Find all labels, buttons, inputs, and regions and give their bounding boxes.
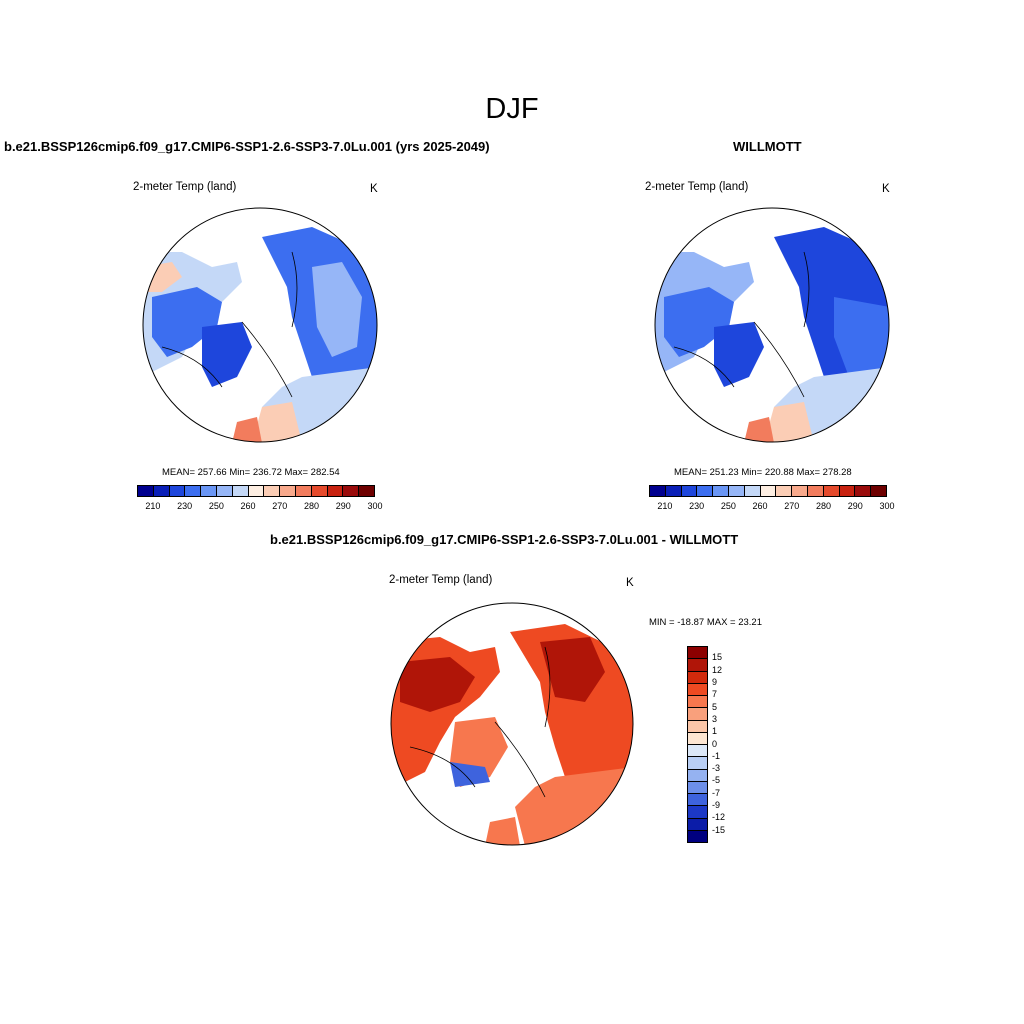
panel1-colorbar bbox=[137, 485, 375, 497]
colorbar-swatch bbox=[681, 486, 698, 496]
colorbar-tick-label: 300 bbox=[879, 501, 895, 511]
colorbar-swatch bbox=[264, 486, 281, 496]
colorbar-swatch bbox=[688, 732, 707, 745]
colorbar-swatch bbox=[744, 486, 761, 496]
colorbar-swatch bbox=[169, 486, 186, 496]
colorbar-tick-label: 12 bbox=[712, 664, 723, 675]
panel3-title: b.e21.BSSP126cmip6.f09_g17.CMIP6-SSP1-2.… bbox=[270, 532, 739, 547]
panel3-colorbar bbox=[687, 646, 708, 843]
colorbar-tick-label: -7 bbox=[712, 787, 721, 798]
colorbar-tick-label: 270 bbox=[784, 501, 800, 511]
main-title: DJF bbox=[485, 93, 539, 125]
colorbar-swatch bbox=[713, 486, 729, 496]
colorbar-swatch bbox=[823, 486, 840, 496]
colorbar-tick-label: 260 bbox=[240, 501, 256, 511]
colorbar-swatch bbox=[216, 486, 233, 496]
colorbar-swatch bbox=[201, 486, 217, 496]
colorbar-swatch bbox=[248, 486, 265, 496]
colorbar-tick-label: 290 bbox=[335, 501, 351, 511]
panel2-title: WILLMOTT bbox=[733, 139, 802, 154]
colorbar-tick-label: 250 bbox=[208, 501, 224, 511]
colorbar-swatch bbox=[280, 486, 296, 496]
colorbar-tick-label: 3 bbox=[712, 713, 718, 724]
colorbar-swatch bbox=[688, 794, 707, 807]
colorbar-tick-label: 300 bbox=[367, 501, 383, 511]
panel2-polar-map bbox=[654, 207, 890, 443]
colorbar-tick-label: 270 bbox=[272, 501, 288, 511]
panel2-stats: MEAN= 251.23 Min= 220.88 Max= 278.28 bbox=[674, 467, 852, 478]
colorbar-swatch bbox=[138, 486, 154, 496]
colorbar-tick-label: 280 bbox=[304, 501, 320, 511]
colorbar-tick-label: 260 bbox=[752, 501, 768, 511]
colorbar-swatch bbox=[807, 486, 824, 496]
colorbar-swatch bbox=[688, 647, 707, 660]
panel3-variable-label: 2-meter Temp (land) bbox=[389, 574, 493, 586]
colorbar-tick-label: -5 bbox=[712, 775, 721, 786]
colorbar-tick-label: 5 bbox=[712, 701, 718, 712]
colorbar-swatch bbox=[295, 486, 312, 496]
colorbar-swatch bbox=[343, 486, 360, 496]
colorbar-swatch bbox=[871, 486, 886, 496]
panel3-stats: MIN = -18.87 MAX = 23.21 bbox=[649, 617, 763, 628]
colorbar-swatch bbox=[839, 486, 856, 496]
panel1-polar-map bbox=[142, 207, 378, 443]
colorbar-swatch bbox=[153, 486, 170, 496]
panel1-variable-label: 2-meter Temp (land) bbox=[133, 181, 237, 193]
colorbar-swatch bbox=[327, 486, 344, 496]
colorbar-swatch bbox=[688, 683, 707, 696]
colorbar-tick-label: 210 bbox=[657, 501, 673, 511]
colorbar-swatch bbox=[760, 486, 777, 496]
colorbar-swatch bbox=[776, 486, 793, 496]
colorbar-swatch bbox=[688, 720, 707, 733]
panel3-units-label: K bbox=[626, 577, 634, 589]
colorbar-swatch bbox=[688, 659, 707, 672]
colorbar-swatch bbox=[688, 781, 707, 794]
colorbar-swatch bbox=[688, 671, 707, 684]
colorbar-tick-label: 280 bbox=[816, 501, 832, 511]
colorbar-tick-label: 9 bbox=[712, 676, 718, 687]
colorbar-tick-label: 230 bbox=[177, 501, 193, 511]
panel2-variable-label: 2-meter Temp (land) bbox=[645, 181, 749, 193]
colorbar-swatch bbox=[688, 830, 707, 842]
colorbar-swatch bbox=[688, 757, 707, 770]
panel1-title: b.e21.BSSP126cmip6.f09_g17.CMIP6-SSP1-2.… bbox=[4, 139, 490, 154]
colorbar-tick-label: -9 bbox=[712, 800, 721, 811]
colorbar-swatch bbox=[688, 745, 707, 758]
panel2-units-label: K bbox=[882, 183, 890, 195]
colorbar-swatch bbox=[697, 486, 714, 496]
colorbar-tick-label: 250 bbox=[720, 501, 736, 511]
colorbar-tick-label: -3 bbox=[712, 763, 721, 774]
colorbar-swatch bbox=[855, 486, 872, 496]
colorbar-swatch bbox=[232, 486, 249, 496]
colorbar-swatch bbox=[688, 708, 707, 721]
colorbar-swatch bbox=[311, 486, 328, 496]
colorbar-tick-label: -1 bbox=[712, 750, 721, 761]
colorbar-swatch bbox=[359, 486, 374, 496]
colorbar-swatch bbox=[688, 696, 707, 709]
colorbar-tick-label: 7 bbox=[712, 689, 718, 700]
panel1-stats: MEAN= 257.66 Min= 236.72 Max= 282.54 bbox=[162, 467, 340, 478]
colorbar-swatch bbox=[792, 486, 808, 496]
panel2-colorbar bbox=[649, 485, 887, 497]
colorbar-tick-label: -12 bbox=[712, 812, 726, 823]
colorbar-swatch bbox=[185, 486, 202, 496]
colorbar-swatch bbox=[688, 769, 707, 782]
panel1-units-label: K bbox=[370, 183, 378, 195]
colorbar-tick-label: 230 bbox=[689, 501, 705, 511]
colorbar-swatch bbox=[665, 486, 682, 496]
colorbar-tick-label: 15 bbox=[712, 652, 723, 663]
colorbar-swatch bbox=[728, 486, 745, 496]
colorbar-tick-label: 290 bbox=[847, 501, 863, 511]
colorbar-tick-label: 0 bbox=[712, 738, 718, 749]
colorbar-swatch bbox=[650, 486, 666, 496]
panel3-polar-map bbox=[390, 602, 634, 846]
colorbar-swatch bbox=[688, 806, 707, 819]
colorbar-tick-label: 210 bbox=[145, 501, 161, 511]
colorbar-tick-label: 1 bbox=[712, 726, 718, 737]
colorbar-tick-label: -15 bbox=[712, 824, 726, 835]
colorbar-swatch bbox=[688, 818, 707, 831]
